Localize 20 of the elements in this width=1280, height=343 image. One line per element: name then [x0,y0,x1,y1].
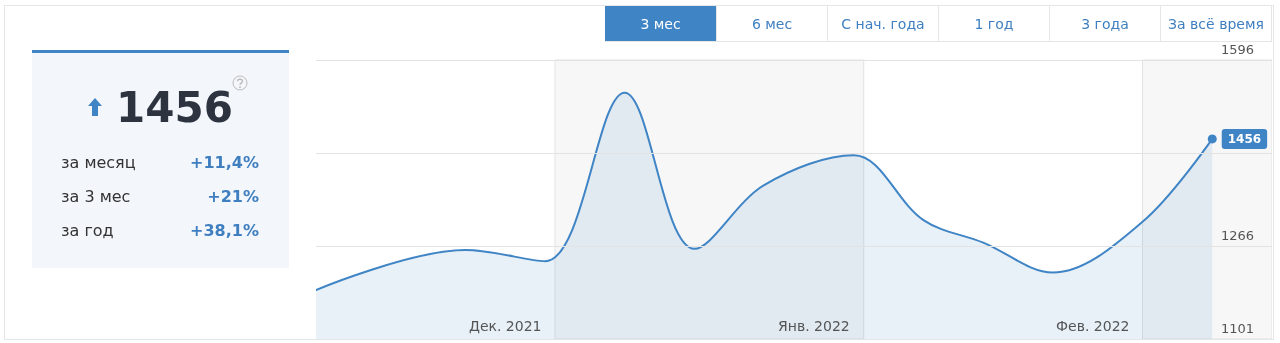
text: За всё время [1161,6,1272,42]
x-tick-label: Дек. 2021 [468,318,542,334]
text: 1 год [939,6,1050,42]
text: за год [61,221,114,240]
text: за 3 мес [61,187,131,206]
text: +38,1% [190,221,259,240]
y-tick-label: 1266 [1220,228,1254,243]
y-tick-label: 1101 [1220,321,1254,336]
text: 1456 [116,83,233,132]
text: 6 мес [717,6,828,42]
x-tick-label: Янв. 2022 [778,318,850,334]
text: за месяц [61,153,136,172]
x-tick-label: Фев. 2022 [1056,318,1130,334]
data-label: 1456 [1227,131,1262,146]
text: 3 года [1050,6,1161,42]
text: +11,4% [190,153,259,172]
text: С нач. года [828,6,939,42]
text: +21% [207,187,259,206]
text: 3 мес [605,6,717,42]
y-tick-label: 1596 [1220,42,1254,57]
